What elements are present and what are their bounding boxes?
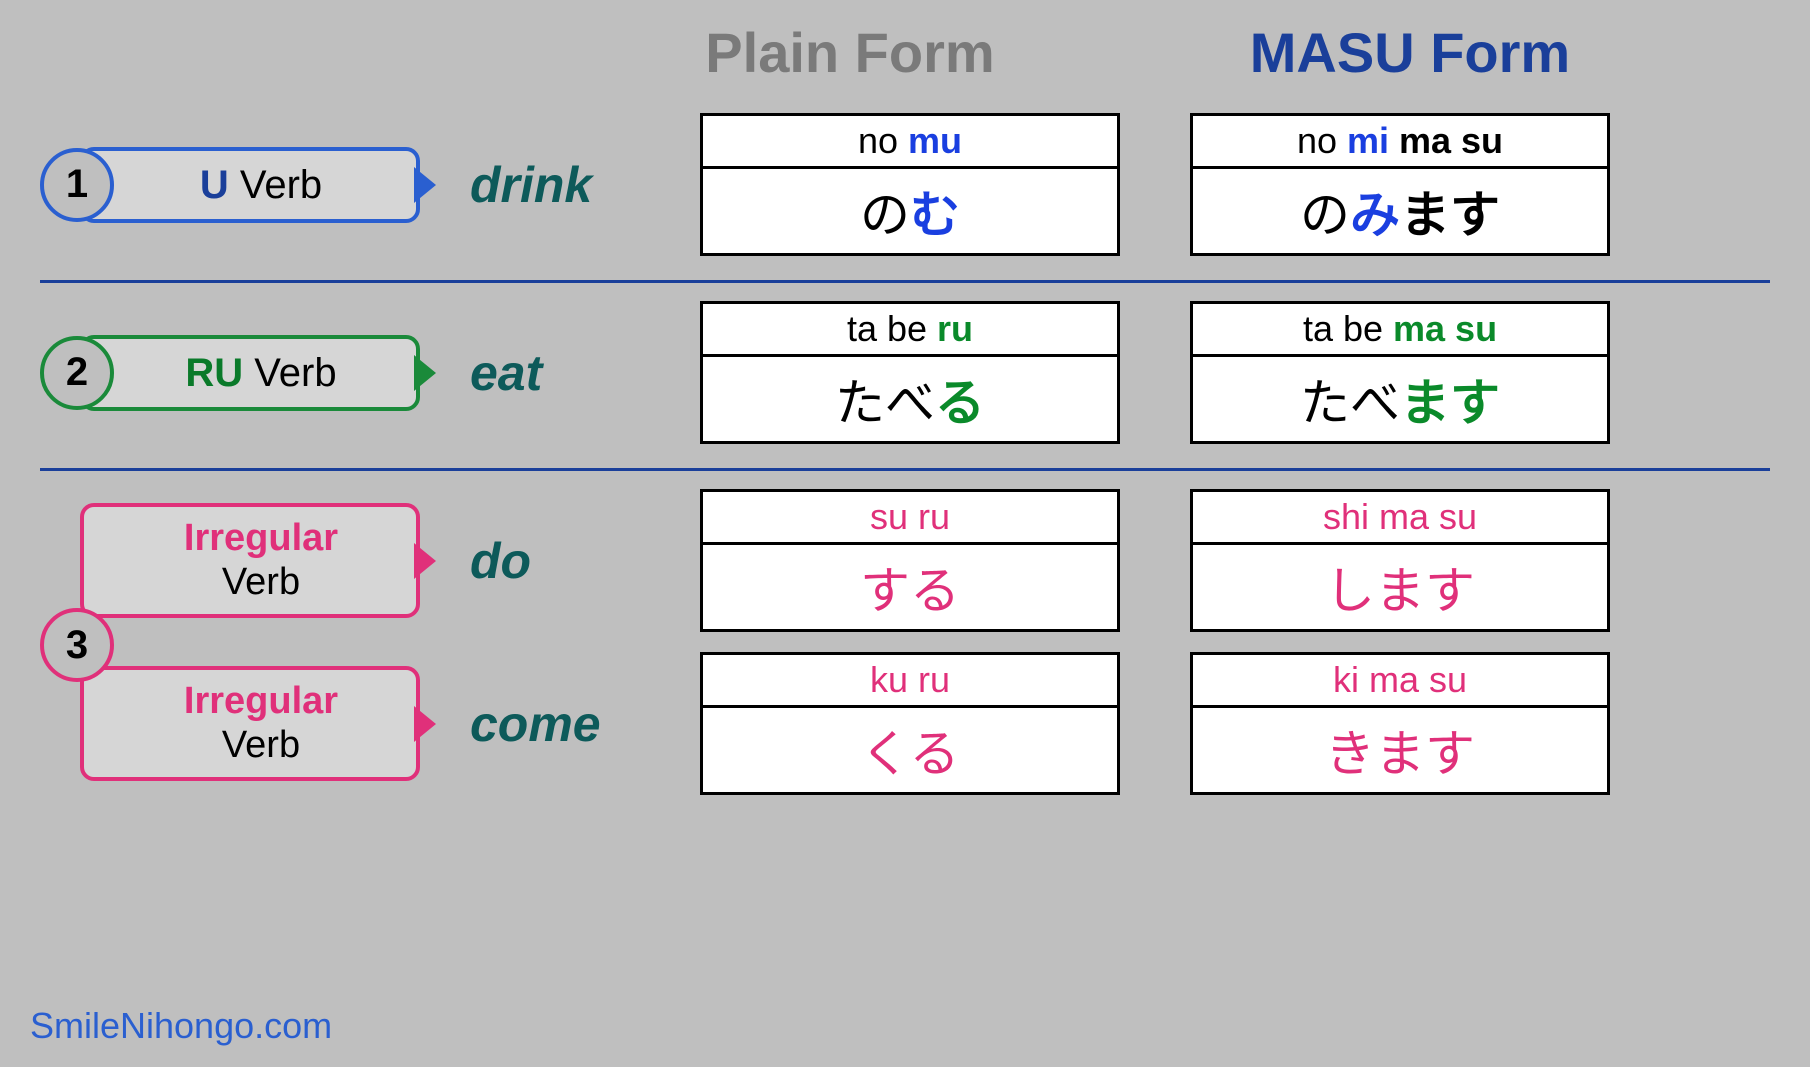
meaning-do: do — [470, 532, 700, 590]
badge-irregular-do: Irregular Verb — [40, 503, 470, 618]
romaji-hl: ma su — [1393, 308, 1497, 349]
romaji-row: ta be ma su — [1193, 304, 1607, 357]
tag-line2: Verb — [134, 561, 388, 605]
romaji-post: ma su — [1389, 120, 1503, 161]
kana-hl: む — [910, 187, 960, 243]
section-u-verb: 1 U Verb drink no mu のむ no mi ma su のみます — [40, 95, 1770, 280]
tag-rest: Verb — [243, 351, 336, 395]
tag-irregular: Irregular Verb — [80, 666, 420, 781]
badge-ru-verb: 2 RU Verb — [40, 335, 470, 411]
kana-row: する — [703, 545, 1117, 629]
tag-accent: Irregular — [134, 680, 388, 724]
romaji-hl: ru — [937, 308, 973, 349]
romaji-row: su ru — [703, 492, 1117, 545]
tag-accent: U — [200, 163, 229, 207]
section-irregular-verb: 3 Irregular Verb do su ru する shi ma su し… — [40, 471, 1770, 819]
kana-row: のむ — [703, 169, 1117, 253]
kana-row: します — [1193, 545, 1607, 629]
masu-form-drink: no mi ma su のみます — [1190, 113, 1610, 256]
kana-row: たべる — [703, 357, 1117, 441]
plain-form-eat: ta be ru たべる — [700, 301, 1120, 444]
kana-pre: の — [860, 187, 910, 243]
romaji-pre: no — [1297, 120, 1347, 161]
footer-credit: SmileNihongo.com — [30, 1005, 332, 1047]
badge-u-verb: 1 U Verb — [40, 147, 470, 223]
kana-hl: る — [935, 375, 985, 431]
masu-form-eat: ta be ma su たべます — [1190, 301, 1610, 444]
romaji-pre: no — [858, 120, 908, 161]
kana-pre: たべ — [1300, 375, 1400, 431]
romaji-row: no mu — [703, 116, 1117, 169]
number-circle-2: 2 — [40, 336, 114, 410]
romaji-row: no mi ma su — [1193, 116, 1607, 169]
romaji-row: shi ma su — [1193, 492, 1607, 545]
meaning-drink: drink — [470, 156, 700, 214]
tag-irregular: Irregular Verb — [80, 503, 420, 618]
tag-ru-verb: RU Verb — [80, 335, 420, 411]
tag-u-verb: U Verb — [80, 147, 420, 223]
number-circle-1: 1 — [40, 148, 114, 222]
column-headers: Plain Form MASU Form — [600, 20, 1770, 85]
romaji-row: ki ma su — [1193, 655, 1607, 708]
header-plain-form: Plain Form — [600, 20, 1100, 85]
header-masu-form: MASU Form — [1160, 20, 1660, 85]
kana-pre: たべ — [835, 375, 935, 431]
kana-row: たべます — [1193, 357, 1607, 441]
romaji-pre: ta be — [1303, 308, 1393, 349]
romaji-hl: mu — [908, 120, 962, 161]
meaning-eat: eat — [470, 344, 700, 402]
plain-form-do: su ru する — [700, 489, 1120, 632]
romaji-pre: ta be — [847, 308, 937, 349]
romaji-row: ta be ru — [703, 304, 1117, 357]
kana-hl: み — [1350, 187, 1400, 243]
tag-line2: Verb — [134, 724, 388, 768]
badge-irregular-come: Irregular Verb — [40, 666, 470, 781]
romaji-hl: mi — [1347, 120, 1389, 161]
plain-form-drink: no mu のむ — [700, 113, 1120, 256]
kana-row: きます — [1193, 708, 1607, 792]
plain-form-come: ku ru くる — [700, 652, 1120, 795]
meaning-come: come — [470, 695, 700, 753]
kana-hl: ます — [1400, 375, 1500, 431]
tag-accent: Irregular — [134, 517, 388, 561]
kana-post: ます — [1400, 187, 1500, 243]
romaji-row: ku ru — [703, 655, 1117, 708]
masu-form-do: shi ma su します — [1190, 489, 1610, 632]
tag-rest: Verb — [229, 163, 322, 207]
masu-form-come: ki ma su きます — [1190, 652, 1610, 795]
kana-pre: の — [1300, 187, 1350, 243]
section-ru-verb: 2 RU Verb eat ta be ru たべる ta be ma su た… — [40, 283, 1770, 468]
number-circle-3: 3 — [40, 608, 114, 682]
kana-row: のみます — [1193, 169, 1607, 253]
kana-row: くる — [703, 708, 1117, 792]
tag-accent: RU — [185, 351, 243, 395]
